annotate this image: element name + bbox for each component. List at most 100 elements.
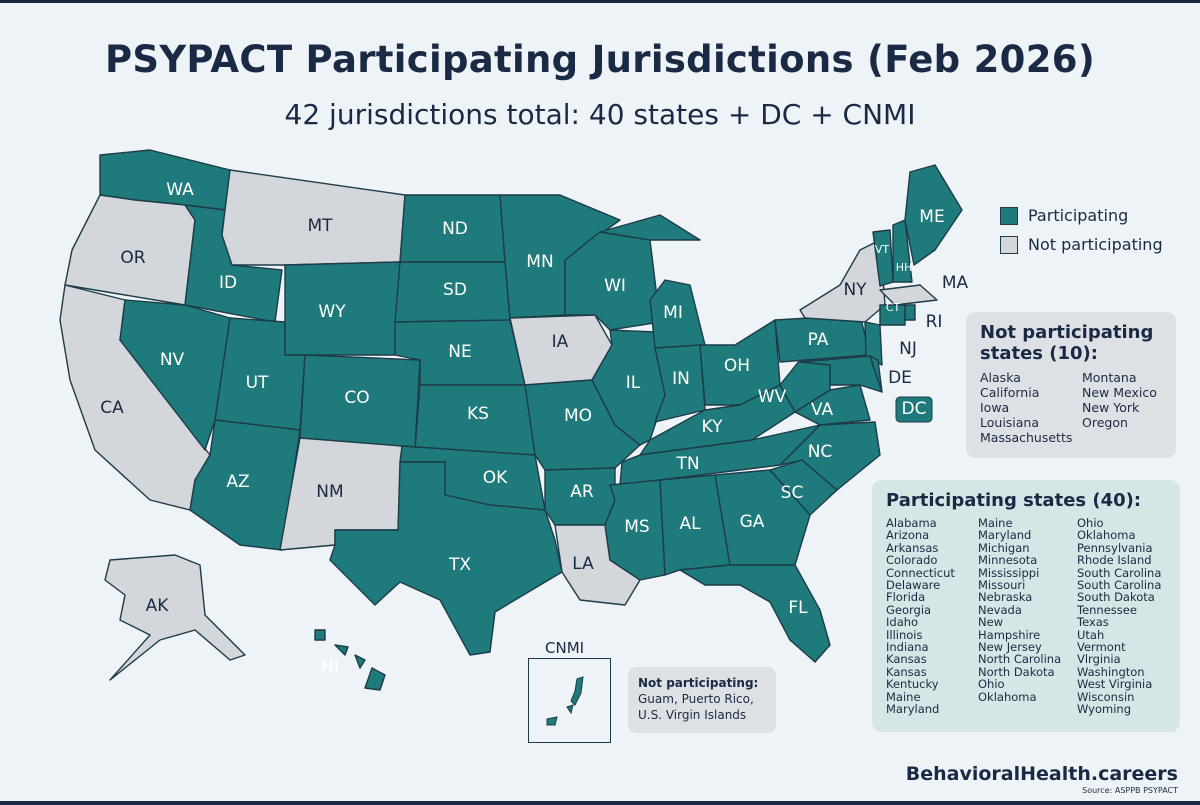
state-label-va: VA	[811, 400, 834, 420]
state-de	[869, 355, 883, 393]
state-hi	[334, 644, 349, 656]
source: Source: ASPPB PSYPACT	[1082, 786, 1178, 795]
state-list-item: Vermont	[1077, 640, 1126, 655]
state-label-nd: ND	[442, 219, 468, 239]
state-label-me: ME	[919, 207, 944, 227]
state-list-item: Wyoming	[1077, 702, 1131, 717]
state-list-item: Utah	[1077, 627, 1105, 642]
state-label-nv: NV	[160, 350, 185, 370]
state-list-item: Kansas	[886, 652, 927, 667]
state-list-item: Indiana	[886, 640, 929, 655]
state-list-item: Oregon	[1082, 415, 1128, 430]
participating-box: Participating states (40): Alabama Arizon…	[872, 480, 1180, 732]
state-ma	[879, 284, 938, 306]
state-ri	[904, 304, 916, 321]
legend-label: Not participating	[1028, 235, 1163, 254]
state-list-item: Arkansas	[886, 540, 939, 555]
state-list-item: Delaware	[886, 578, 941, 593]
state-label-in: IN	[672, 369, 690, 389]
state-list-item: Ohio	[978, 677, 1005, 692]
state-list-item: New Mexico	[1082, 385, 1157, 400]
state-list-item: Texas	[1077, 615, 1109, 630]
state-label-ny: NY	[843, 280, 867, 300]
state-list-item: California	[980, 385, 1040, 400]
state-list-item: Missouri	[978, 578, 1026, 593]
state-me	[904, 164, 963, 266]
state-list-item: Idaho	[886, 615, 919, 630]
state-list-item: Colorado	[886, 553, 938, 568]
state-label-nm: NM	[316, 482, 343, 502]
state-label-wv: WV	[758, 387, 787, 407]
state-label-sc: SC	[781, 483, 804, 503]
state-label-nj: NJ	[899, 339, 917, 359]
callout-text: Guam, Puerto Rico, U.S. Virgin Islands	[638, 692, 754, 722]
state-label-ia: IA	[552, 332, 569, 352]
state-label-az: AZ	[226, 472, 249, 492]
state-az	[189, 419, 301, 551]
state-label-hi: HI	[321, 657, 339, 677]
page-title: PSYPACT Participating Jurisdictions (Feb…	[104, 38, 1096, 81]
state-label-fl: FL	[788, 598, 808, 618]
state-list-item: South Dakota	[1077, 590, 1155, 605]
state-list-item: Kansas	[886, 664, 927, 679]
cnmi-islands	[546, 676, 584, 726]
state-list-item: Oklahoma	[1077, 528, 1136, 543]
cnmi-inset	[528, 658, 611, 743]
state-label-ak: AK	[146, 596, 170, 616]
state-list-item: Alaska	[980, 370, 1021, 385]
state-list-item: Pennsylvania	[1077, 540, 1153, 555]
state-list-item: Iowa	[980, 400, 1010, 415]
state-label-vt: VT	[875, 243, 890, 256]
state-list-item: Georgia	[886, 602, 932, 617]
state-list-item: Montana	[1082, 370, 1137, 385]
state-ga	[714, 469, 811, 566]
state-label-pa: PA	[808, 330, 829, 350]
legend-participating: Participating	[1000, 206, 1163, 225]
page-subtitle: 42 jurisdictions total: 40 states + DC +…	[284, 98, 916, 131]
state-label-nh: HH	[896, 261, 913, 274]
territories-callout: Not participating: Guam, Puerto Rico, U.…	[628, 667, 776, 733]
callout-title: Not participating:	[638, 676, 759, 690]
state-list-item: New Jersey	[978, 640, 1042, 655]
state-list-item: Louisiana	[980, 415, 1040, 430]
state-list-item: Illinois	[886, 627, 923, 642]
state-list-item: North Dakota	[978, 664, 1055, 679]
state-list-item: Oklahoma	[978, 689, 1037, 704]
state-list-item: Washington	[1077, 664, 1145, 679]
bottom-border	[0, 801, 1200, 805]
state-label-wi: WI	[604, 276, 626, 296]
state-list-item: Maine	[978, 516, 1013, 530]
state-mi	[599, 214, 701, 241]
state-label-sd: SD	[443, 280, 467, 300]
state-label-tx: TX	[448, 555, 471, 575]
state-hi	[364, 667, 386, 691]
state-list-item: South Carolina	[1077, 578, 1162, 593]
state-list-item: Arizona	[886, 528, 930, 543]
legend: Participating Not participating	[1000, 206, 1163, 264]
state-list-item: Tennessee	[1077, 602, 1137, 617]
state-label-ks: KS	[467, 404, 489, 424]
state-list-item: Vlrginia	[1077, 652, 1121, 667]
state-label-mt: MT	[307, 216, 333, 236]
state-list-item: South Carolina	[1077, 565, 1162, 580]
state-label-ut: UT	[246, 373, 269, 393]
state-list-item: Minnesota	[978, 553, 1038, 568]
state-hi	[314, 629, 326, 641]
legend-not-participating: Not participating	[1000, 235, 1163, 254]
state-nj	[864, 321, 883, 366]
dc-marker	[895, 396, 933, 423]
state-label-al: AL	[679, 514, 701, 534]
state-label-ri: RI	[926, 312, 943, 332]
state-ak	[104, 554, 246, 681]
state-label-il: IL	[626, 373, 641, 393]
state-list-item: Connecticut	[886, 565, 955, 580]
state-label-mi: MI	[663, 303, 683, 323]
not-participating-box: Not participating states (10): Alaska Cal…	[966, 312, 1176, 458]
state-label-co: CO	[344, 388, 369, 408]
state-in	[654, 344, 706, 423]
state-list-item: Michigan	[978, 540, 1030, 555]
state-label-ga: GA	[740, 512, 765, 532]
state-label-tn: TN	[675, 454, 699, 474]
state-label-ky: KY	[702, 417, 724, 437]
